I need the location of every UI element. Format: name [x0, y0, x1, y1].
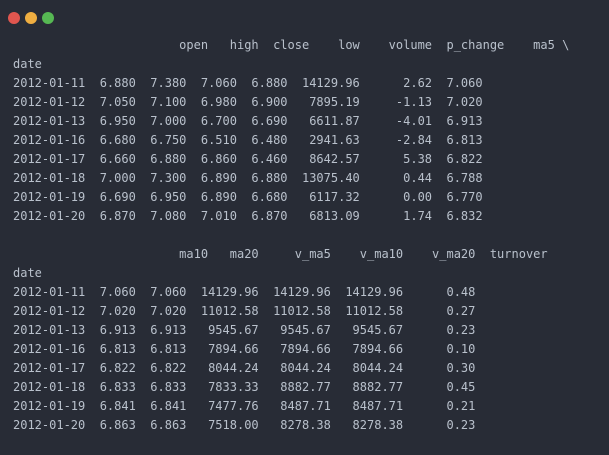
console-line: 2012-01-11 6.880 7.380 7.060 6.880 14129…	[13, 76, 483, 90]
console-line: ma10 ma20 v_ma5 v_ma10 v_ma20 turnover	[13, 247, 548, 261]
console-line: 2012-01-12 7.020 7.020 11012.58 11012.58…	[13, 304, 476, 318]
minimize-button[interactable]	[25, 12, 37, 24]
console-line: 2012-01-12 7.050 7.100 6.980 6.900 7895.…	[13, 95, 483, 109]
console-line: date	[13, 266, 42, 280]
terminal-output[interactable]: open high close low volume p_change ma5 …	[0, 36, 609, 435]
console-line	[13, 226, 609, 245]
console-line: 2012-01-18 7.000 7.300 6.890 6.880 13075…	[13, 171, 483, 185]
console-line: 2012-01-20 6.870 7.080 7.010 6.870 6813.…	[13, 209, 483, 223]
console-line: 2012-01-17 6.660 6.880 6.860 6.460 8642.…	[13, 152, 483, 166]
console-line: 2012-01-13 6.950 7.000 6.700 6.690 6611.…	[13, 114, 483, 128]
console-line: 2012-01-16 6.680 6.750 6.510 6.480 2941.…	[13, 133, 483, 147]
titlebar	[0, 0, 609, 36]
console-line: 2012-01-19 6.690 6.950 6.890 6.680 6117.…	[13, 190, 483, 204]
console-line: open high close low volume p_change ma5 …	[13, 38, 570, 52]
window-controls	[8, 12, 54, 24]
console-line: 2012-01-19 6.841 6.841 7477.76 8487.71 8…	[13, 399, 476, 413]
console-line: date	[13, 57, 42, 71]
console-line: 2012-01-11 7.060 7.060 14129.96 14129.96…	[13, 285, 476, 299]
console-line: 2012-01-17 6.822 6.822 8044.24 8044.24 8…	[13, 361, 476, 375]
console-line: 2012-01-18 6.833 6.833 7833.33 8882.77 8…	[13, 380, 476, 394]
console-line: 2012-01-13 6.913 6.913 9545.67 9545.67 9…	[13, 323, 476, 337]
console-line: 2012-01-20 6.863 6.863 7518.00 8278.38 8…	[13, 418, 476, 432]
close-button[interactable]	[8, 12, 20, 24]
console-line: 2012-01-16 6.813 6.813 7894.66 7894.66 7…	[13, 342, 476, 356]
maximize-button[interactable]	[42, 12, 54, 24]
